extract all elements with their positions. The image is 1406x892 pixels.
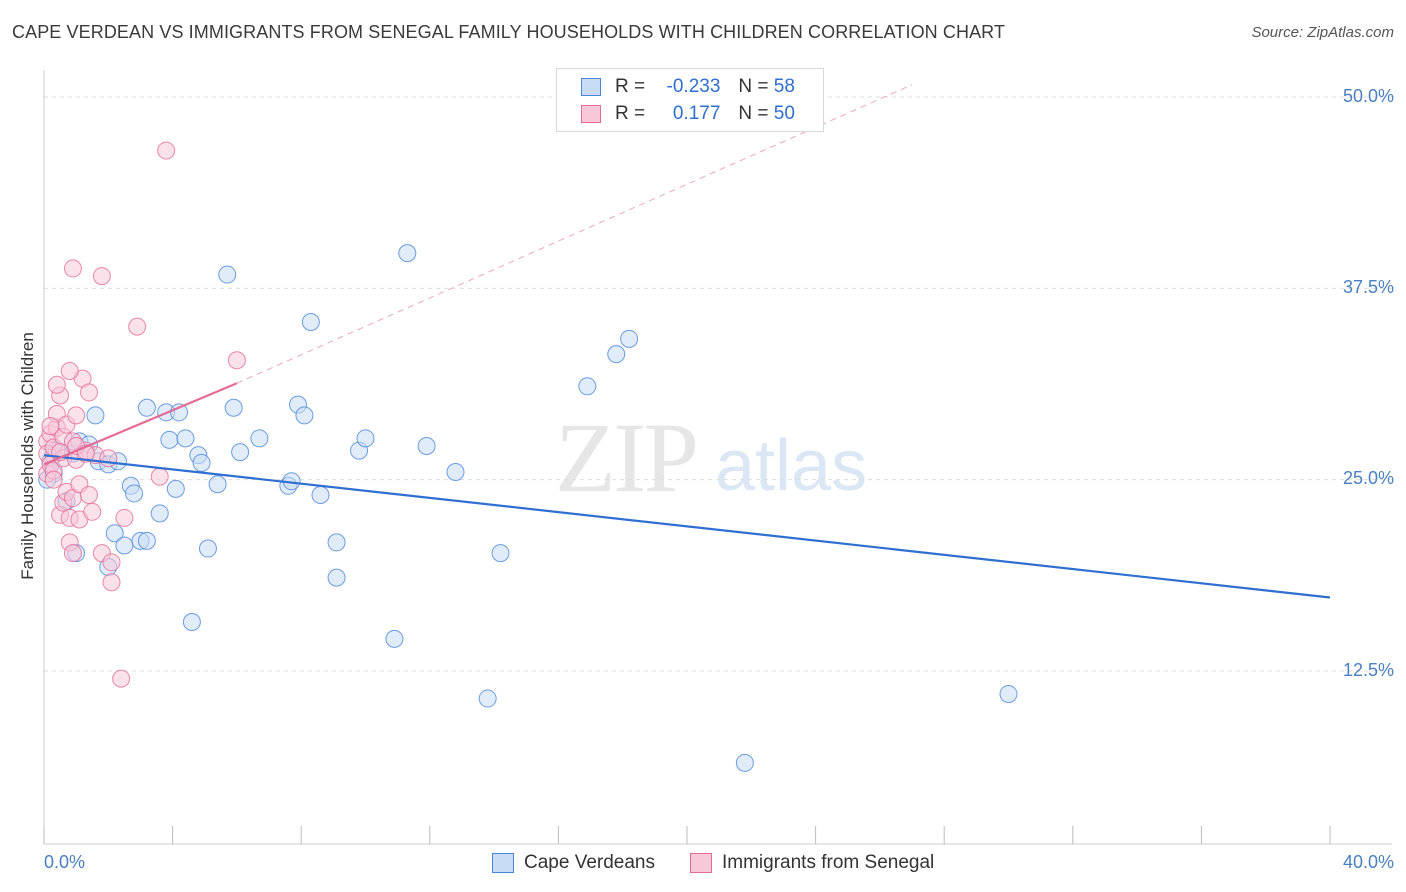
data-point-cape-verdean xyxy=(86,406,105,425)
data-point-cape-verdean xyxy=(125,484,144,503)
data-point-senegal xyxy=(112,669,131,688)
data-point-senegal xyxy=(80,383,99,402)
data-point-cape-verdean xyxy=(150,504,169,523)
data-point-cape-verdean xyxy=(137,531,156,550)
blue-swatch-icon xyxy=(492,853,514,873)
data-point-cape-verdean xyxy=(999,684,1018,703)
chart-title: CAPE VERDEAN VS IMMIGRANTS FROM SENEGAL … xyxy=(12,22,1006,42)
data-point-senegal xyxy=(92,267,111,286)
n-value: 58 xyxy=(773,76,795,97)
data-point-senegal xyxy=(128,317,147,336)
r-value: 0.177 xyxy=(672,103,721,124)
data-point-senegal xyxy=(63,544,82,563)
y-tick-label: 37.5% xyxy=(1342,277,1394,297)
data-point-cape-verdean xyxy=(301,313,320,332)
data-point-senegal xyxy=(102,573,121,592)
data-point-cape-verdean xyxy=(198,539,217,558)
data-point-senegal xyxy=(67,406,86,425)
data-point-cape-verdean xyxy=(578,377,597,396)
y-tick-label: 12.5% xyxy=(1342,660,1394,680)
data-point-cape-verdean xyxy=(607,345,626,364)
data-point-senegal xyxy=(44,470,63,489)
data-point-cape-verdean xyxy=(115,536,134,555)
n-label: N = xyxy=(738,76,769,97)
data-point-senegal xyxy=(60,361,79,380)
watermark-zip: ZIP xyxy=(555,402,699,513)
blue-swatch-icon xyxy=(581,78,601,96)
data-point-cape-verdean xyxy=(491,544,510,563)
data-point-cape-verdean xyxy=(105,524,124,543)
source-label: Source: ZipAtlas.com xyxy=(1251,24,1394,41)
data-point-cape-verdean xyxy=(218,265,237,284)
data-point-cape-verdean xyxy=(311,485,330,504)
data-point-senegal xyxy=(150,467,169,486)
watermark-atlas: atlas xyxy=(715,426,868,506)
data-point-senegal xyxy=(115,508,134,527)
data-point-cape-verdean xyxy=(620,329,639,348)
data-point-cape-verdean xyxy=(478,689,497,708)
y-tick-label: 25.0% xyxy=(1342,468,1394,488)
data-point-cape-verdean xyxy=(166,479,185,498)
trend-line-cape-verdeans xyxy=(43,454,1331,599)
data-point-cape-verdean xyxy=(224,398,243,417)
data-point-cape-verdean xyxy=(192,453,211,472)
data-point-cape-verdean xyxy=(398,244,417,263)
data-point-cape-verdean xyxy=(295,406,314,425)
data-point-cape-verdean xyxy=(385,629,404,648)
data-point-senegal xyxy=(83,502,102,521)
correlation-legend: R = -0.233 N = 58 R = 0.177 N = 50 xyxy=(556,68,824,132)
pink-swatch-icon xyxy=(690,853,712,873)
trend-line-senegal-extrapolated xyxy=(236,84,913,384)
y-axis-label: Family Households with Children xyxy=(18,332,37,580)
data-point-cape-verdean xyxy=(250,429,269,448)
data-point-cape-verdean xyxy=(735,753,754,772)
legend-row-senegal: R = 0.177 N = 50 xyxy=(581,102,795,126)
data-point-cape-verdean xyxy=(170,403,189,422)
data-point-cape-verdean xyxy=(446,463,465,482)
n-value: 50 xyxy=(773,103,795,124)
data-point-senegal xyxy=(99,449,118,468)
data-point-senegal xyxy=(63,259,82,278)
data-point-cape-verdean xyxy=(231,443,250,462)
legend-item-senegal: Immigrants from Senegal xyxy=(690,852,934,874)
x-tick-label-max: 40.0% xyxy=(1342,852,1394,872)
trend-line-senegal xyxy=(43,382,238,466)
legend-label: Cape Verdeans xyxy=(524,852,655,873)
pink-swatch-icon xyxy=(581,105,601,123)
data-point-cape-verdean xyxy=(176,429,195,448)
x-tick-label-min: 0.0% xyxy=(44,852,86,872)
data-point-cape-verdean xyxy=(160,430,179,449)
data-point-senegal xyxy=(102,553,121,572)
data-point-senegal xyxy=(41,417,60,436)
y-tick-label: 50.0% xyxy=(1342,86,1394,106)
data-point-cape-verdean xyxy=(327,568,346,587)
r-label: R = xyxy=(615,76,646,97)
data-point-cape-verdean xyxy=(356,429,375,448)
data-point-senegal xyxy=(227,351,246,370)
legend-item-cape-verdeans: Cape Verdeans xyxy=(492,852,655,874)
data-point-cape-verdean xyxy=(182,613,201,632)
r-value: -0.233 xyxy=(666,76,721,97)
data-point-cape-verdean xyxy=(327,533,346,552)
data-point-senegal xyxy=(157,141,176,160)
data-point-senegal xyxy=(47,375,66,394)
data-point-senegal xyxy=(80,485,99,504)
legend-label: Immigrants from Senegal xyxy=(722,852,935,873)
data-point-cape-verdean xyxy=(208,475,227,494)
data-point-cape-verdean xyxy=(417,436,436,455)
legend-row-cape-verdeans: R = -0.233 N = 58 xyxy=(581,75,795,99)
data-point-cape-verdean xyxy=(137,398,156,417)
r-label: R = xyxy=(615,103,646,124)
n-label: N = xyxy=(738,103,769,124)
